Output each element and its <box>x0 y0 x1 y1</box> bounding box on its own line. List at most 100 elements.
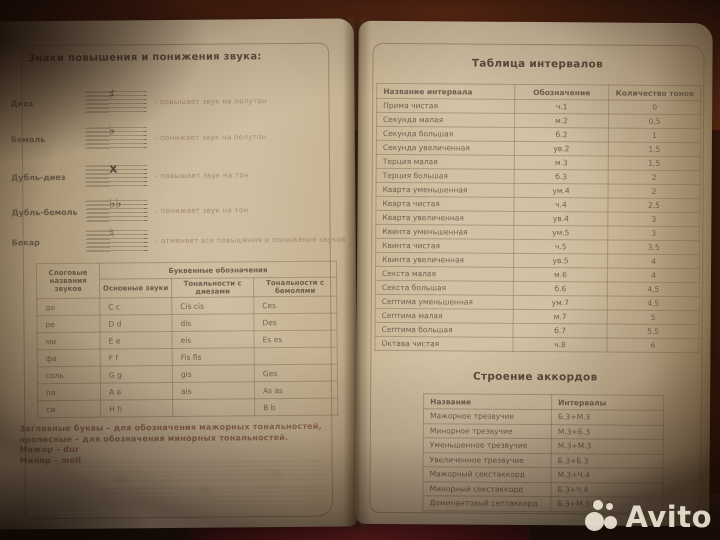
table-cell: 5 <box>607 310 700 325</box>
table-cell: м.2 <box>514 113 609 129</box>
column-header: Тональности с диезами <box>171 277 254 298</box>
book-left-page: Знаки повышения и понижения звука: Диез … <box>0 18 359 530</box>
chords-table: Название Интервалы Мажорное трезвучие Б.3… <box>422 393 664 512</box>
table-cell <box>172 398 255 417</box>
table-cell: 3,5 <box>607 240 700 255</box>
table-cell: ум.7 <box>513 295 608 311</box>
accidental-name: Бемоль <box>10 135 46 145</box>
table-row: Минорный секстаккорд Б.3+Ч.4 <box>422 481 664 498</box>
table-cell: ув.4 <box>513 211 608 227</box>
table-cell: A a <box>100 382 173 401</box>
table-cell: Fis fis <box>172 347 255 366</box>
table-cell: ч.4 <box>513 197 609 213</box>
table-cell: Es es <box>253 330 338 348</box>
table-cell: Терция большая <box>376 168 515 184</box>
table-cell: ais <box>172 381 255 400</box>
table-cell: Терция малая <box>376 154 515 170</box>
table-row: Мажорное трезвучие Б.3+М.3 <box>423 408 664 425</box>
accidental-name: Дубль-бемоль <box>11 207 78 218</box>
table-cell: dis <box>171 313 254 332</box>
table-cell: H h <box>100 399 173 418</box>
column-header: Слоговые названия звуков <box>36 263 100 299</box>
column-header: Обозначение <box>514 84 609 101</box>
table-cell: Мажорное трезвучие <box>423 408 552 425</box>
table-cell: Квинта увеличенная <box>375 252 514 268</box>
table-cell: м.6 <box>513 267 608 283</box>
table-cell: Септима малая <box>375 308 514 324</box>
table-cell: б.3 <box>514 169 609 185</box>
table-cell: Кварта чистая <box>375 196 515 212</box>
music-staff <box>85 230 148 252</box>
table-cell: фа <box>37 349 101 367</box>
table-cell: М.3+М.3 <box>551 438 664 454</box>
table-cell: б.7 <box>513 323 608 339</box>
table-cell: 1 <box>608 128 701 143</box>
accidental-name: Дубль-диез <box>11 172 66 183</box>
table-cell: 2,5 <box>607 198 701 213</box>
table-cell: Минорный секстаккорд <box>422 481 552 497</box>
table-cell: Доминантовый септаккорд <box>422 495 551 512</box>
table-cell: eis <box>172 330 255 349</box>
table-cell: 2 <box>608 184 701 199</box>
accidental-row-double-flat: Дубль-бемоль ♭♭ - понижает звук на тон <box>0 196 350 226</box>
table-cell: до <box>36 298 100 316</box>
accidental-description: - повышает звук на полутон <box>154 97 267 107</box>
table-cell: Секунда увеличенная <box>376 140 515 156</box>
table-row: Октава чистая ч.8 6 <box>374 336 700 353</box>
table-cell: Септима уменьшенная <box>375 294 514 310</box>
table-row: Увеличенное трезвучие Б.3+Б.3 <box>423 452 664 469</box>
table-cell: 6 <box>606 338 700 353</box>
column-header: Количество тонов <box>608 85 701 101</box>
table-cell: Мажорный секстаккорд <box>423 466 552 483</box>
table-cell: Квинта уменьшенная <box>375 224 514 240</box>
table-cell: Квинта чистая <box>375 238 514 254</box>
avito-logo-icon <box>585 499 620 532</box>
accidental-name: Диез <box>10 99 34 109</box>
column-header: Основные звуки <box>99 278 172 299</box>
accidental-row-double-sharp: Дубль-диез x - повышает звук на тон <box>0 161 349 191</box>
table-cell: 0,5 <box>608 114 701 129</box>
table-cell: C c <box>99 297 172 316</box>
column-header: Название <box>423 393 552 410</box>
music-staff <box>84 91 147 113</box>
table-cell: ми <box>37 332 101 350</box>
music-staff <box>84 127 147 149</box>
flat-icon: ♭ <box>108 123 115 139</box>
table-cell: б.6 <box>513 281 608 297</box>
table-row: Минорное трезвучие М.3+Б.3 <box>423 423 664 440</box>
table-cell <box>254 347 338 365</box>
table-cell: Кварта увеличенная <box>375 210 514 226</box>
chords-table-title: Строение аккордов <box>472 370 598 384</box>
accidental-description: - понижает звук на полутон <box>154 133 267 143</box>
accidental-row-sharp: Диез ♯ - повышает звук на полутон <box>0 88 349 117</box>
accidental-row-flat: Бемоль ♭ - понижает звук на полутон <box>0 124 349 153</box>
book-right-page: Таблица интервалов Название интервала Об… <box>355 20 713 527</box>
table-cell: ув.5 <box>513 253 608 269</box>
intervals-table-title: Таблица интервалов <box>471 57 604 71</box>
table-cell: Б.3+Б.3 <box>551 453 664 469</box>
table-cell: 2 <box>608 170 701 185</box>
table-cell: As as <box>254 381 338 399</box>
accidental-description: - отменяет все повышения и понижения зву… <box>155 235 346 246</box>
natural-icon: ♮ <box>109 226 115 242</box>
table-cell: ув.2 <box>514 141 609 157</box>
table-cell: Увеличенное трезвучие <box>423 452 552 468</box>
avito-watermark: Avito <box>585 499 712 532</box>
letter-notation-table: Слоговые названия звуков Буквенные обозн… <box>36 261 338 419</box>
table-cell: Секунда большая <box>376 126 515 142</box>
column-header: Тональности с бемолями <box>253 277 337 297</box>
table-cell: ре <box>36 315 101 333</box>
table-cell: 4,5 <box>607 296 700 311</box>
table-cell: gis <box>172 364 255 383</box>
table-cell: м.3 <box>514 155 609 171</box>
table-cell: ч.8 <box>512 337 608 353</box>
table-cell: Секста большая <box>375 280 514 296</box>
table-cell: М.3+Б.3 <box>551 424 664 440</box>
column-header: Интервалы <box>551 394 664 411</box>
table-cell: 4 <box>607 268 700 283</box>
table-cell: 0 <box>608 100 701 115</box>
accidental-description: - повышает звук на тон <box>155 171 249 181</box>
table-cell: 3 <box>607 212 700 227</box>
table-cell: Октава чистая <box>374 336 514 352</box>
table-cell: Уменьшенное трезвучие <box>423 437 552 454</box>
